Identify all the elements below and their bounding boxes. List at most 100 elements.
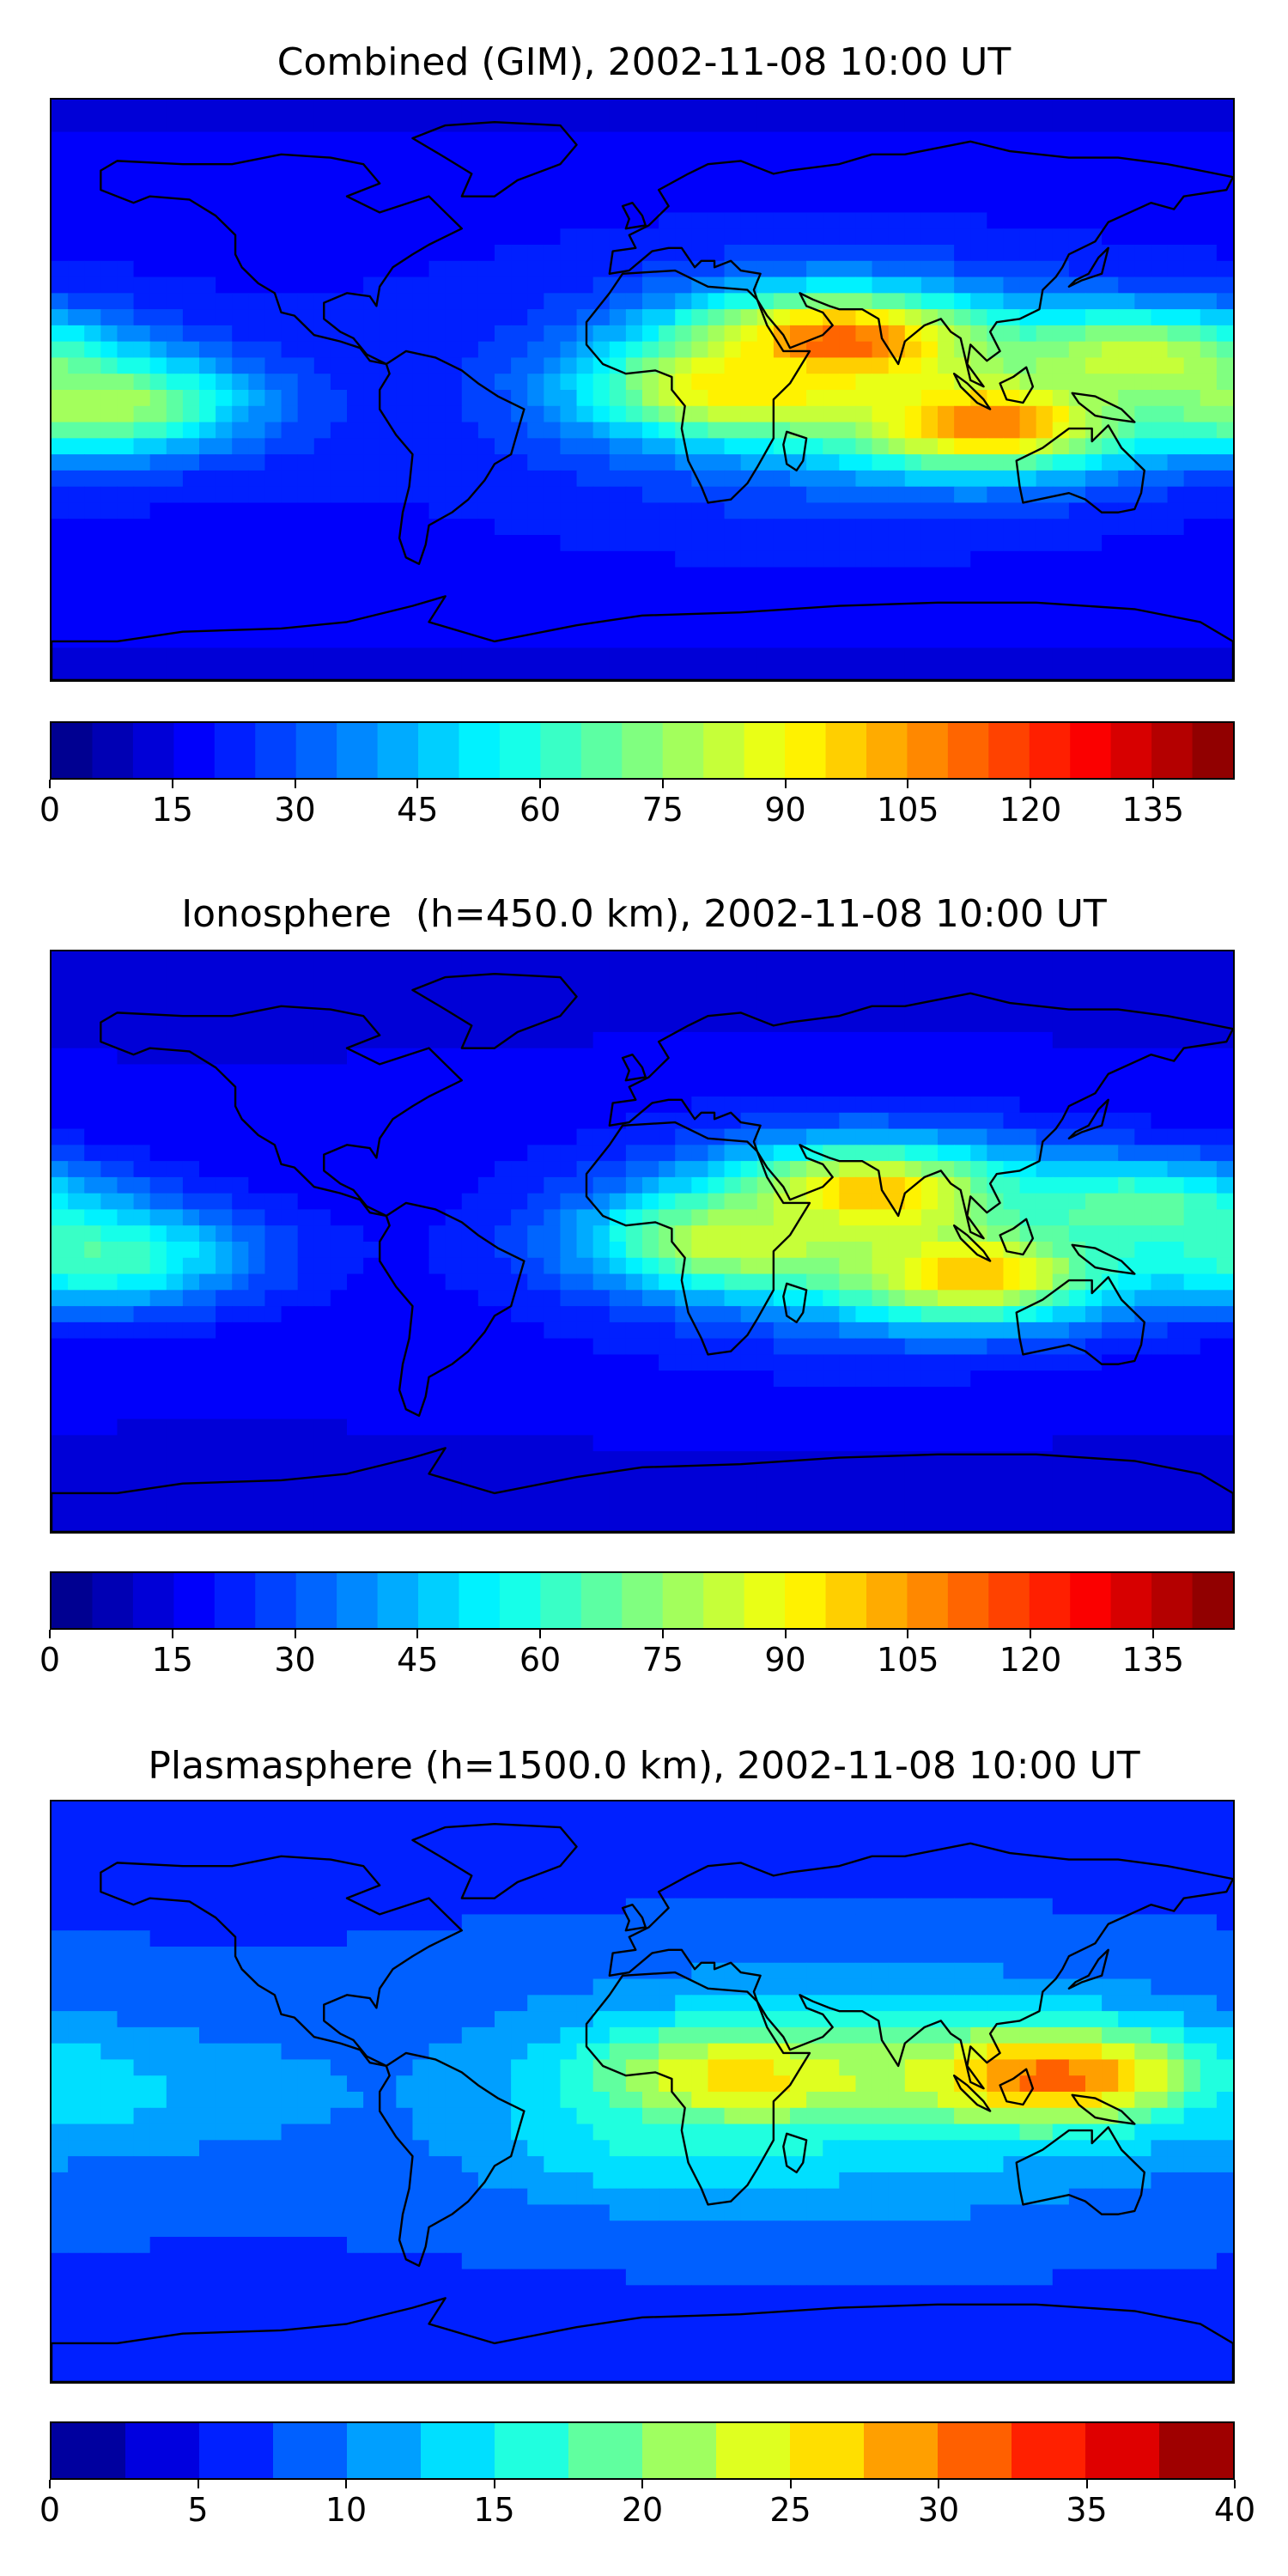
heatmap-cell: [544, 212, 562, 229]
heatmap-cell: [888, 470, 906, 488]
heatmap-cell: [1183, 357, 1201, 374]
heatmap-cell: [264, 486, 283, 504]
heatmap-cell: [511, 983, 528, 1000]
heatmap-cell: [823, 179, 840, 197]
heatmap-cell: [248, 567, 266, 584]
heatmap-cell: [576, 212, 594, 229]
heatmap-cell: [609, 1048, 627, 1066]
heatmap-cell: [609, 967, 627, 985]
heatmap-cell: [68, 1193, 85, 1211]
heatmap-cell: [133, 1176, 151, 1194]
heatmap-cell: [888, 390, 906, 407]
heatmap-cell: [938, 1112, 955, 1130]
heatmap-cell: [1200, 228, 1218, 246]
heatmap-cell: [839, 245, 857, 262]
heatmap-cell: [166, 1242, 184, 1259]
heatmap-cell: [149, 100, 167, 117]
heatmap-cell: [199, 1387, 216, 1404]
heatmap-cell: [839, 100, 857, 117]
heatmap-cell: [855, 454, 873, 471]
heatmap-cell: [232, 519, 249, 536]
heatmap-cell: [380, 405, 397, 423]
heatmap-cell: [938, 983, 955, 1000]
heatmap-cell: [363, 583, 380, 600]
heatmap-cell: [1118, 228, 1135, 246]
heatmap-cell: [84, 357, 101, 374]
heatmap-cell: [495, 1321, 512, 1340]
heatmap-cell: [445, 438, 463, 455]
heatmap-cell: [117, 276, 135, 294]
heatmap-cell: [872, 535, 890, 552]
heatmap-cell: [708, 583, 726, 600]
heatmap-cell: [166, 1112, 184, 1130]
heatmap-cell: [68, 470, 85, 488]
heatmap-cell: [806, 1161, 823, 1178]
heatmap-cell: [330, 260, 348, 278]
heatmap-cell: [1134, 1290, 1152, 1307]
heatmap-cell: [592, 1419, 611, 1436]
heatmap-cell: [1151, 1145, 1169, 1162]
heatmap-cell: [412, 325, 430, 343]
heatmap-cell: [642, 1145, 659, 1162]
heatmap-cell: [1167, 1257, 1185, 1275]
heatmap-cell: [659, 647, 676, 665]
heatmap-cell: [1216, 374, 1233, 391]
heatmap-cell: [544, 276, 562, 294]
heatmap-cell: [313, 179, 331, 197]
heatmap-cell: [495, 212, 512, 229]
heatmap-cell: [920, 115, 939, 133]
heatmap-cell: [675, 325, 692, 343]
heatmap-cell: [675, 647, 692, 665]
heatmap-cell: [1085, 115, 1103, 133]
heatmap-cell: [920, 967, 939, 985]
heatmap-cell: [691, 1306, 709, 1323]
heatmap-cell: [117, 1467, 135, 1485]
heatmap-cell: [1052, 454, 1070, 471]
heatmap-cell: [544, 519, 562, 536]
heatmap-cell: [872, 245, 890, 262]
heatmap-cell: [773, 1128, 791, 1145]
heatmap-cell: [149, 1242, 167, 1259]
heatmap-cell: [888, 1161, 906, 1178]
heatmap-cell: [281, 1257, 299, 1275]
heatmap-cell: [199, 664, 216, 680]
heatmap-cell: [740, 664, 758, 680]
colorbar-tick-mark: [49, 780, 51, 788]
heatmap-cell: [609, 309, 627, 326]
heatmap-cell: [347, 405, 364, 423]
heatmap-cell: [642, 1176, 659, 1194]
heatmap-cell: [396, 1257, 414, 1275]
heatmap-cell: [1036, 245, 1054, 262]
heatmap-cell: [100, 550, 118, 568]
heatmap-cell: [576, 405, 594, 423]
heatmap-cell: [149, 405, 167, 423]
heatmap-cell: [642, 1306, 659, 1323]
heatmap-cell: [1167, 967, 1185, 985]
heatmap-cell: [1118, 1097, 1135, 1114]
heatmap-cell: [888, 502, 906, 519]
heatmap-cell: [938, 276, 955, 294]
heatmap-cell: [133, 1273, 151, 1291]
heatmap-cell: [1068, 647, 1086, 665]
heatmap-cell: [724, 196, 742, 214]
heatmap-cell: [347, 1048, 364, 1066]
heatmap-cell: [281, 164, 299, 181]
heatmap-cell: [823, 1338, 840, 1356]
heatmap-cell: [347, 164, 364, 181]
heatmap-cell: [1068, 100, 1086, 117]
coastline: [411, 121, 578, 197]
heatmap-cell: [740, 615, 758, 633]
heatmap-cell: [1118, 1016, 1135, 1033]
heatmap-cell: [495, 1435, 512, 1452]
heatmap-cell: [839, 438, 857, 455]
heatmap-cell: [232, 535, 249, 552]
heatmap-cell: [576, 341, 594, 359]
heatmap-cell: [576, 1387, 594, 1404]
heatmap-cell: [281, 664, 299, 680]
heatmap-cell: [839, 1209, 857, 1226]
heatmap-cell: [740, 583, 758, 600]
heatmap-cell: [461, 1321, 479, 1340]
heatmap-cell: [1216, 293, 1233, 310]
heatmap-cell: [1167, 1112, 1185, 1130]
heatmap-cell: [1019, 999, 1037, 1017]
